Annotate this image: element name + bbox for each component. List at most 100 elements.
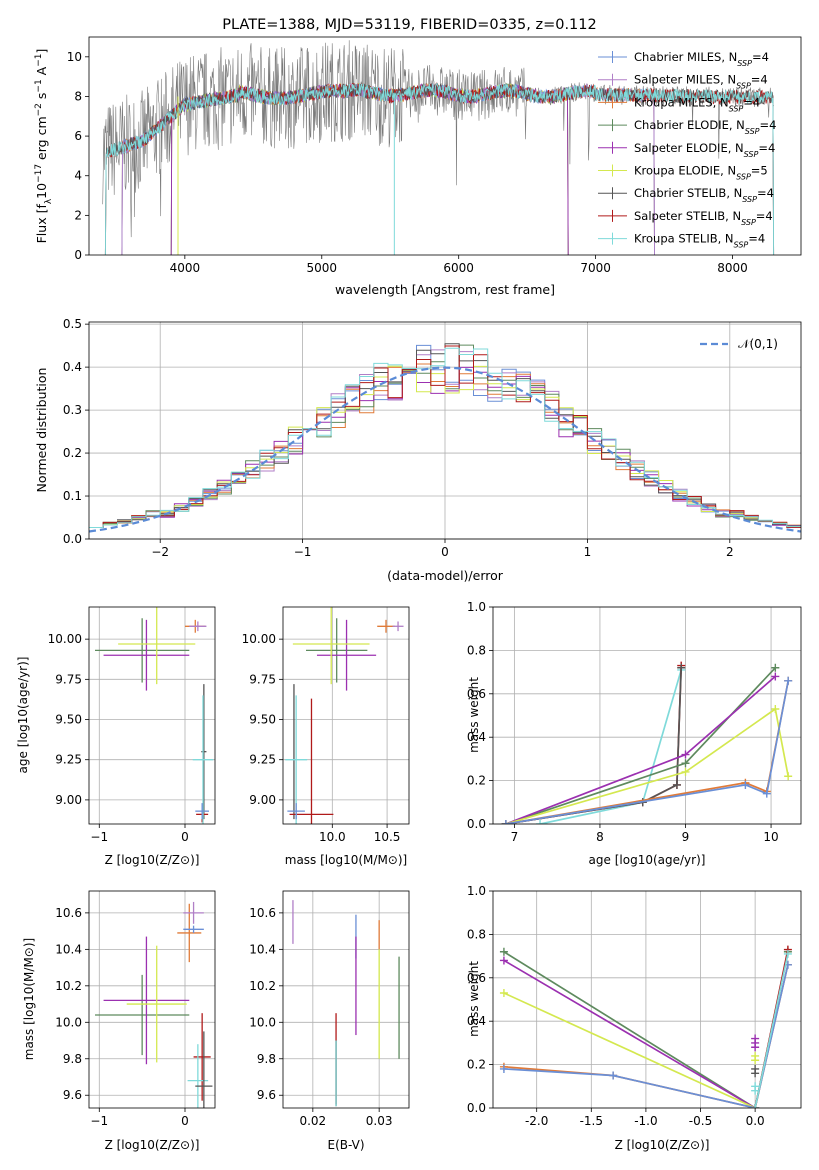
legend-entry: Kroupa MILES, NSSP=4 xyxy=(634,95,760,113)
normal-curve xyxy=(89,366,801,533)
y-tick-label: 9.75 xyxy=(55,672,82,686)
x-axis-label: Z [log10(Z/Z⊙)] xyxy=(105,853,200,867)
x-tick-label: 8 xyxy=(596,830,604,844)
histogram-step-kroupa-stelib xyxy=(89,347,801,528)
mass-weight-marker xyxy=(762,789,771,798)
y-tick-label: 0 xyxy=(74,248,82,262)
x-axis-label: (data-model)/error xyxy=(387,568,504,583)
x-tick-label: 8000 xyxy=(717,261,748,275)
x-tick-label: 7000 xyxy=(580,261,611,275)
x-tick-label: -1.5 xyxy=(580,1114,603,1128)
axes-frame xyxy=(88,890,216,1109)
y-tick-label: 9.50 xyxy=(55,713,82,727)
y-tick-label: 6 xyxy=(74,129,82,143)
legend-entry: Kroupa ELODIE, NSSP=5 xyxy=(634,164,768,182)
y-tick-label: 9.50 xyxy=(249,713,276,727)
legend-entry: Chabrier STELIB, NSSP=4 xyxy=(634,186,774,204)
mass-weight-marker xyxy=(536,820,545,824)
legend-nssp-prefix: , N xyxy=(725,209,741,223)
data-spectrum-line xyxy=(102,40,774,238)
plot-area xyxy=(102,40,775,255)
legend-model-name: Chabrier ELODIE xyxy=(634,118,729,132)
x-tick-label: 1 xyxy=(584,545,592,559)
legend-entry: Kroupa STELIB, NSSP=4 xyxy=(634,232,765,250)
legend-nssp-subscript: SSP xyxy=(729,104,744,113)
spectrum-axes: 4000 5000 6000 7000 8000 0 2 4 6 8 10 xyxy=(67,36,802,275)
mass_vs_EBV-axes: 0.02 0.03 9.6 9.8 10.0 10.2 10.4 10.6 xyxy=(249,890,410,1128)
x-axis-label: age [log10(age/yr)] xyxy=(589,853,706,867)
mass-weight-marker xyxy=(751,1104,760,1108)
y-tick-label: 1.0 xyxy=(467,600,486,614)
y-tick-label: 0.0 xyxy=(63,532,82,546)
y-tick-label: 9.25 xyxy=(55,753,82,767)
y-tick-label: 0.8 xyxy=(467,927,486,941)
x-tick-label: −1 xyxy=(90,1114,108,1128)
axes-frame xyxy=(282,606,410,825)
plot-area xyxy=(89,343,801,533)
mass-weight-marker xyxy=(681,759,690,768)
legend-nssp-prefix: , N xyxy=(728,141,744,155)
y-tick-label: 8 xyxy=(74,89,82,103)
mass-weight-marker xyxy=(672,780,681,789)
plot-area xyxy=(95,607,214,824)
x-axis-label: Z [log10(Z/Z⊙)] xyxy=(615,1138,710,1152)
y-axis-label: Normed distribution xyxy=(34,368,49,493)
mass-weight-marker xyxy=(609,1071,618,1080)
x-tick-label: 10.5 xyxy=(374,830,401,844)
y-axis-label: mass weight xyxy=(467,961,481,1037)
plot-area xyxy=(501,661,793,824)
y-tick-label: 10 xyxy=(67,50,82,64)
y-tick-label: 10.2 xyxy=(55,979,82,993)
mass-weight-marker xyxy=(499,1064,508,1073)
massweight_vs_age-axes: 7 8 9 10 0.0 0.2 0.4 0.6 0.8 1.0 xyxy=(467,600,802,844)
model-line-chabrier-miles xyxy=(121,82,655,255)
legend-entry: Salpeter STELIB, NSSP=4 xyxy=(634,209,773,227)
legend-nssp-value: =4 xyxy=(757,186,774,200)
y-tick-label: 10.00 xyxy=(242,632,276,646)
y-tick-label: 0.3 xyxy=(63,403,82,417)
mass-weight-marker xyxy=(741,780,750,789)
mass_vs_Z-axes: −1 0 9.6 9.8 10.0 10.2 10.4 10.6 xyxy=(55,890,216,1128)
legend-nssp-prefix: , N xyxy=(720,164,736,178)
x-tick-label: 9 xyxy=(682,830,690,844)
legend-nssp-value: =4 xyxy=(758,141,775,155)
mass-weight-line xyxy=(505,680,790,824)
axes-frame xyxy=(492,606,802,825)
mass-weight-line xyxy=(539,669,683,824)
x-tick-label: 0.0 xyxy=(746,1114,765,1128)
y-tick-label: 9.75 xyxy=(249,672,276,686)
legend-entry: Salpeter MILES, NSSP=4 xyxy=(634,73,768,91)
legend-model-name: Kroupa ELODIE xyxy=(634,164,720,178)
y-tick-label: 0.4 xyxy=(63,360,82,374)
legend-nssp-value: =4 xyxy=(756,209,773,223)
x-axis-label: wavelength [Angstrom, rest frame] xyxy=(335,282,555,297)
legend-entry: Salpeter ELODIE, NSSP=4 xyxy=(634,141,775,159)
y-tick-label: 0.2 xyxy=(63,446,82,460)
y-tick-label: 0.0 xyxy=(467,1101,486,1115)
legend-nssp-prefix: , N xyxy=(726,186,742,200)
y-tick-label: 0.6 xyxy=(467,687,486,701)
mass-weight-marker xyxy=(771,704,780,713)
y-tick-label: 0.2 xyxy=(467,774,486,788)
y-tick-label: 0.5 xyxy=(63,317,82,331)
x-tick-label: -2.0 xyxy=(525,1114,548,1128)
mass-weight-marker xyxy=(499,947,508,956)
mass-weight-marker xyxy=(499,956,508,965)
legend-model-name: Chabrier STELIB xyxy=(634,186,726,200)
axes-frame xyxy=(492,890,802,1109)
y-tick-label: 0.2 xyxy=(467,1058,486,1072)
residuals-axes: −2 −1 0 1 2 0.0 0.1 0.2 0.3 0.4 0.5 xyxy=(63,317,802,559)
legend-nssp-subscript: SSP xyxy=(734,240,749,249)
chart-title: PLATE=1388, MJD=53119, FIBERID=0335, z=0… xyxy=(222,17,596,33)
y-axis-label: mass weight xyxy=(467,677,481,753)
y-tick-label: 9.8 xyxy=(257,1052,276,1066)
y-tick-label: 9.00 xyxy=(55,793,82,807)
legend-nssp-prefix: , N xyxy=(729,118,745,132)
x-axis-label: Z [log10(Z/Z⊙)] xyxy=(105,1138,200,1152)
legend-model-name: Kroupa STELIB xyxy=(634,232,718,246)
model-line-kroupa-miles xyxy=(121,83,655,255)
x-tick-label: −2 xyxy=(151,545,169,559)
mass-weight-line xyxy=(503,964,789,1108)
x-tick-label: 0 xyxy=(181,830,189,844)
legend-nssp-subscript: SSP xyxy=(737,59,752,68)
